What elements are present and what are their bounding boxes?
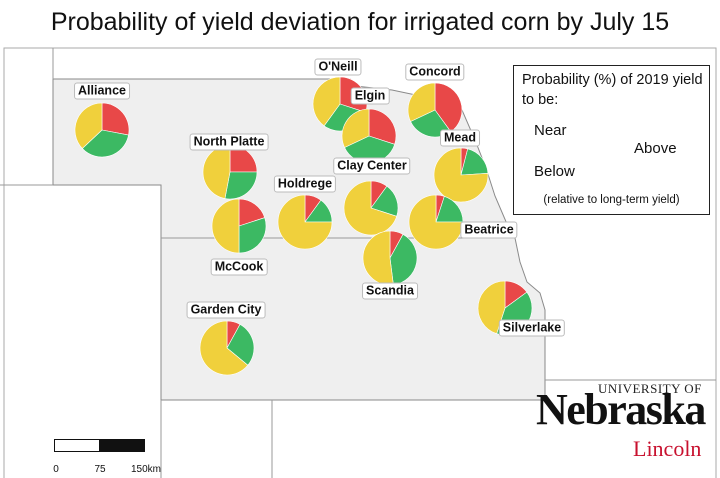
pie-elgin-near-slice — [341, 108, 370, 148]
station-label-concord: Concord — [405, 63, 465, 81]
pie-silverlake-near-slice — [477, 280, 506, 335]
station-label-silverlake: Silverlake — [498, 319, 566, 337]
pie-holdrege-near-slice — [277, 194, 333, 250]
logo-top-text: UNIVERSITY OF — [598, 381, 702, 396]
logo-sub-text: Lincoln — [633, 436, 702, 461]
pie-mead — [433, 147, 489, 203]
legend: Probability (%) of 2019 yield to be: Nea… — [513, 65, 710, 215]
station-label-garden-city: Garden City — [186, 301, 266, 319]
station-label-clay-center: Clay Center — [333, 157, 411, 175]
map-title: Probability of yield deviation for irrig… — [50, 8, 670, 36]
pie-north-platte — [202, 144, 258, 200]
station-label-north-platte: North Platte — [189, 133, 269, 151]
pie-mccook — [211, 198, 267, 254]
pie-layer — [74, 76, 533, 376]
pie-garden-city-above-slice — [226, 323, 255, 366]
scale-label-150: 150km — [130, 464, 162, 475]
station-label-scandia: Scandia — [362, 282, 418, 300]
station-label-mccook: McCook — [210, 258, 268, 276]
pie-beatrice — [408, 194, 464, 250]
pie-alliance-above-slice — [81, 129, 129, 158]
station-label-elgin: Elgin — [350, 87, 390, 105]
pie-beatrice-near-slice — [408, 194, 464, 250]
legend-above-label: Above — [634, 140, 677, 157]
legend-note: (relative to long-term yield) — [543, 194, 680, 206]
pie-concord-below-slice — [434, 82, 463, 133]
pie-alliance — [74, 102, 130, 158]
scale-bar — [54, 439, 145, 452]
scale-segment-2 — [99, 439, 145, 452]
legend-near-label: Near — [534, 122, 567, 139]
pie-elgin-below-slice — [368, 108, 397, 145]
pie-clay-center-near-slice — [343, 180, 398, 236]
pie-clay-center — [343, 180, 399, 236]
pie-elgin — [341, 108, 397, 164]
pie-mccook-near-slice — [211, 198, 240, 254]
scale-label-75: 75 — [94, 464, 106, 475]
logo-main-text: Nebraska — [536, 385, 706, 434]
scale-segment-1 — [54, 439, 100, 452]
pie-o-neill-near-slice — [312, 76, 341, 127]
pie-concord-near-slice — [407, 82, 436, 122]
station-label-beatrice: Beatrice — [460, 221, 518, 239]
pie-mead-near-slice — [433, 147, 489, 203]
station-label-alliance: Alliance — [74, 82, 130, 100]
pie-mccook-above-slice — [238, 217, 267, 254]
pie-alliance-below-slice — [101, 102, 130, 136]
pie-scandia — [362, 230, 418, 286]
pie-north-platte-above-slice — [224, 171, 258, 200]
pie-alliance-near-slice — [74, 102, 103, 149]
legend-below-label: Below — [534, 163, 575, 180]
pie-concord — [407, 82, 463, 138]
station-label-o-neill: O'Neill — [314, 58, 362, 76]
pie-garden-city — [199, 320, 255, 376]
legend-title: Probability (%) of 2019 yield to be: — [522, 72, 703, 108]
station-label-mead: Mead — [440, 129, 480, 147]
pie-garden-city-near-slice — [199, 320, 249, 376]
map-frame — [3, 47, 717, 478]
pie-holdrege — [277, 194, 333, 250]
station-label-holdrege: Holdrege — [273, 175, 337, 193]
scale-label-0: 0 — [53, 464, 59, 475]
